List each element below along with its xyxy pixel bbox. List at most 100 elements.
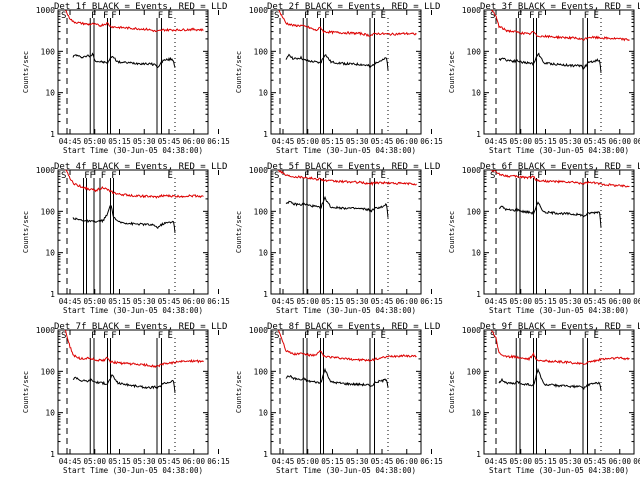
marker-label: S bbox=[274, 11, 279, 21]
x-tick-label: 05:15 bbox=[534, 297, 557, 306]
chart-title: Det 6f BLACK = Events, RED = LLD bbox=[480, 162, 640, 172]
x-tick-label: 04:45 bbox=[272, 457, 295, 466]
lld-series-line bbox=[491, 330, 630, 365]
x-tick-label: 04:45 bbox=[485, 297, 508, 306]
y-tick-label: 1000 bbox=[36, 166, 55, 175]
marker-label: F bbox=[111, 11, 116, 21]
chart-title: Det 2f BLACK = Events, RED = LLD bbox=[267, 2, 440, 12]
marker-label: F bbox=[90, 171, 95, 181]
events-series-line bbox=[72, 52, 176, 69]
x-tick-label: 06:00 bbox=[608, 137, 631, 146]
events-series-line bbox=[285, 367, 389, 388]
lld-series-line bbox=[65, 10, 204, 33]
y-tick-label: 100 bbox=[467, 207, 482, 216]
y-tick-label: 10 bbox=[258, 409, 268, 418]
marker-label: S bbox=[490, 11, 495, 21]
x-tick-label: 05:45 bbox=[371, 137, 394, 146]
y-tick-label: 10 bbox=[45, 89, 55, 98]
lld-series-line bbox=[491, 169, 630, 188]
marker-label: F bbox=[371, 11, 376, 21]
x-axis-label: Start Time (30-Jun-05 04:38:00) bbox=[276, 466, 416, 475]
x-tick-label: 06:15 bbox=[633, 297, 640, 306]
y-tick-label: 1000 bbox=[36, 6, 55, 15]
marker-label: F bbox=[517, 171, 522, 181]
x-tick-label: 04:45 bbox=[59, 457, 82, 466]
marker-label: F bbox=[324, 171, 329, 181]
lld-series-line bbox=[278, 169, 417, 186]
lld-series-line bbox=[278, 330, 417, 362]
y-tick-label: 100 bbox=[41, 207, 56, 216]
y-axis-label: Counts/sec bbox=[448, 211, 456, 253]
events-series-line bbox=[498, 52, 602, 73]
x-tick-label: 05:15 bbox=[321, 137, 344, 146]
y-tick-label: 1 bbox=[263, 290, 268, 299]
chart-panel-8: Det 8f BLACK = Events, RED = LLD 1 10 100 10… bbox=[235, 322, 443, 475]
y-tick-label: 1 bbox=[50, 130, 55, 139]
marker-label: S bbox=[274, 331, 279, 341]
marker-label: F bbox=[111, 171, 116, 181]
y-tick-label: 1 bbox=[476, 450, 481, 459]
marker-label: F bbox=[537, 11, 542, 21]
marker-label: F bbox=[91, 331, 96, 341]
x-axis-label: Start Time (30-Jun-05 04:38:00) bbox=[489, 306, 629, 315]
marker-label: S bbox=[274, 171, 279, 181]
y-tick-label: 100 bbox=[254, 47, 269, 56]
x-axis-label: Start Time (30-Jun-05 04:38:00) bbox=[63, 306, 203, 315]
y-tick-label: 1000 bbox=[462, 326, 481, 335]
y-tick-label: 1 bbox=[476, 130, 481, 139]
events-series-line bbox=[285, 53, 389, 71]
x-tick-label: 05:45 bbox=[158, 137, 181, 146]
x-tick-label: 05:15 bbox=[534, 137, 557, 146]
y-tick-label: 10 bbox=[45, 409, 55, 418]
y-tick-label: 1 bbox=[476, 290, 481, 299]
chart-panel-1: Det 1f BLACK = Events, RED = LLD 1 10 100 10… bbox=[22, 2, 230, 155]
x-tick-label: 06:15 bbox=[633, 137, 640, 146]
x-tick-label: 06:00 bbox=[182, 297, 205, 306]
x-tick-label: 05:30 bbox=[346, 457, 369, 466]
x-tick-label: 05:30 bbox=[559, 297, 582, 306]
x-axis-label: Start Time (30-Jun-05 04:38:00) bbox=[489, 146, 629, 155]
marker-label: F bbox=[316, 171, 321, 181]
y-tick-label: 10 bbox=[45, 249, 55, 258]
x-tick-label: 04:45 bbox=[59, 297, 82, 306]
y-tick-label: 1 bbox=[263, 450, 268, 459]
x-tick-label: 06:00 bbox=[395, 137, 418, 146]
marker-label: F bbox=[529, 11, 534, 21]
y-tick-label: 10 bbox=[471, 249, 481, 258]
x-tick-label: 06:00 bbox=[395, 457, 418, 466]
y-tick-label: 100 bbox=[254, 207, 269, 216]
x-tick-label: 05:00 bbox=[296, 457, 319, 466]
x-tick-label: 06:15 bbox=[207, 137, 230, 146]
marker-label: F bbox=[537, 331, 542, 341]
y-tick-label: 100 bbox=[41, 367, 56, 376]
x-tick-label: 05:15 bbox=[321, 457, 344, 466]
x-tick-label: 05:00 bbox=[83, 297, 106, 306]
x-tick-label: 05:00 bbox=[509, 457, 532, 466]
x-tick-label: 05:45 bbox=[584, 137, 607, 146]
x-tick-label: 05:45 bbox=[158, 297, 181, 306]
marker-label: F bbox=[584, 171, 589, 181]
marker-label: F bbox=[111, 331, 116, 341]
y-tick-label: 100 bbox=[467, 367, 482, 376]
marker-label: F bbox=[158, 11, 163, 21]
plot-frame bbox=[57, 169, 209, 295]
chart-title: Det 8f BLACK = Events, RED = LLD bbox=[267, 322, 440, 332]
y-tick-label: 10 bbox=[258, 89, 268, 98]
plot-frame bbox=[483, 169, 635, 295]
x-tick-label: 05:00 bbox=[296, 297, 319, 306]
marker-label: E bbox=[381, 331, 386, 341]
chart-panel-4: Det 4f BLACK = Events, RED = LLD 1 10 100 10… bbox=[22, 162, 230, 315]
x-tick-label: 04:45 bbox=[272, 297, 295, 306]
x-tick-label: 06:15 bbox=[207, 457, 230, 466]
marker-label: E bbox=[594, 171, 599, 181]
x-tick-label: 06:00 bbox=[182, 457, 205, 466]
x-tick-label: 05:45 bbox=[158, 457, 181, 466]
x-tick-label: 05:15 bbox=[108, 297, 131, 306]
plot-frame bbox=[483, 9, 635, 135]
marker-label: F bbox=[103, 11, 108, 21]
x-axis-label: Start Time (30-Jun-05 04:38:00) bbox=[276, 306, 416, 315]
x-tick-label: 06:15 bbox=[207, 297, 230, 306]
x-tick-label: 05:00 bbox=[509, 297, 532, 306]
x-tick-label: 04:45 bbox=[272, 137, 295, 146]
plot-frame bbox=[57, 9, 209, 135]
